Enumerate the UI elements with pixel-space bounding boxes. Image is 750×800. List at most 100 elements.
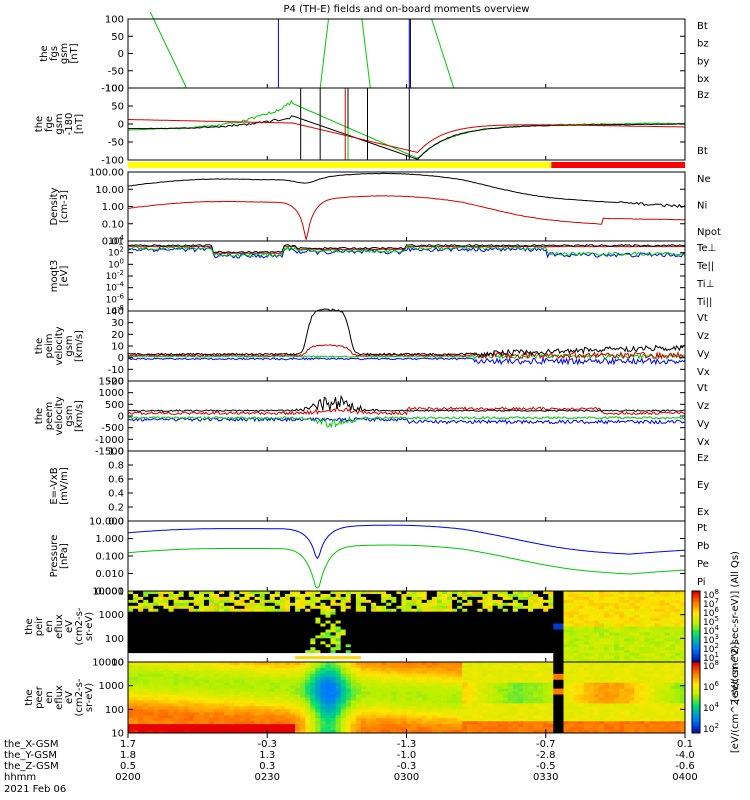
spectrogram-cell: [148, 638, 154, 642]
spectrogram-cell: [204, 727, 210, 731]
colorbar-cell: [692, 609, 700, 613]
spectrogram-cell: [609, 626, 615, 630]
spectrogram-cell: [269, 679, 276, 684]
spectrogram-cell: [259, 718, 266, 722]
spectrogram-cell: [224, 641, 230, 645]
spectrogram-cell: [614, 596, 620, 601]
spectrogram-cell: [497, 721, 504, 725]
spectrogram-cell: [563, 594, 570, 598]
spectrogram-cell: [350, 667, 357, 672]
spectrogram-cell: [447, 641, 453, 645]
spectrogram-cell: [401, 679, 407, 684]
spectrogram-cell: [239, 632, 245, 636]
spectrogram-cell: [249, 691, 256, 696]
spectrogram-cell: [325, 712, 332, 716]
spectrogram-cell: [512, 670, 519, 675]
spectrogram-cell: [568, 659, 575, 663]
spectrogram-cell: [249, 697, 256, 701]
spectrogram-cell: [148, 673, 154, 678]
spectrogram-cell: [436, 662, 443, 666]
spectrogram-cell: [421, 667, 428, 672]
spectrogram-cell: [588, 611, 595, 616]
spectrogram-cell: [583, 602, 590, 607]
spectrogram-cell: [153, 721, 159, 725]
spectrogram-cell: [568, 623, 575, 627]
spectrogram-cell: [229, 721, 235, 725]
spectrogram-cell: [143, 700, 149, 704]
spectrogram-cell: [517, 632, 524, 636]
spectrogram-cell: [153, 688, 159, 693]
spectrogram-cell: [345, 620, 352, 625]
ytick-label: 100: [105, 634, 124, 645]
spectrogram-cell: [381, 691, 387, 696]
spectrogram-cell: [639, 596, 645, 601]
spectrogram-cell: [477, 659, 483, 663]
spectrogram-cell: [264, 599, 271, 604]
spectrogram-cell: [629, 659, 635, 663]
spectrogram-cell: [366, 697, 372, 701]
spectrogram-cell: [274, 679, 281, 684]
spectrogram-cell: [583, 594, 590, 598]
spectrogram-cell: [573, 605, 580, 610]
spectrogram-cell: [462, 614, 468, 619]
spectrogram-cell: [431, 641, 438, 645]
spectrogram-cell: [386, 727, 392, 731]
spectrogram-cell: [604, 605, 610, 610]
spectrogram-cell: [477, 623, 483, 627]
spectrogram-cell: [462, 694, 468, 698]
spectrogram-cell: [492, 685, 499, 690]
spectrogram-cell: [604, 591, 610, 595]
spectrogram-cell: [507, 596, 514, 601]
spectrogram-cell: [679, 659, 686, 663]
spectrogram-cell: [598, 591, 605, 595]
spectrogram-cell: [163, 644, 169, 648]
spectrogram-cell: [497, 715, 504, 719]
spectrogram-cell: [360, 656, 367, 660]
spectrogram-cell: [416, 667, 423, 672]
spectrogram-cell: [290, 709, 296, 713]
spectrogram-cell: [528, 641, 534, 645]
spectrogram-cell: [193, 694, 200, 698]
spectrogram-cell: [538, 608, 544, 613]
spectrogram-cell: [300, 620, 306, 625]
spectrogram-cell: [204, 653, 210, 657]
spectrogram-cell: [229, 620, 235, 625]
spectrogram-cell: [325, 685, 332, 690]
spectrogram-cell: [148, 697, 154, 701]
spectrogram-cell: [183, 691, 190, 696]
spectrogram-cell: [133, 700, 139, 704]
spectrogram-cell: [538, 638, 544, 642]
spectrogram-cell: [406, 629, 413, 633]
spectrogram-cell: [482, 656, 489, 660]
spectrogram-cell: [457, 644, 463, 648]
spectrogram-cell: [219, 602, 225, 607]
spectrogram-cell: [234, 676, 240, 681]
spectrogram-cell: [158, 611, 164, 616]
spectrogram-cell: [254, 650, 261, 654]
spectrogram-cell: [274, 632, 281, 636]
spectrogram-cell: [234, 650, 240, 654]
spectrogram-cell: [305, 718, 311, 722]
spectrogram-cell: [143, 623, 149, 627]
spectrogram-cell: [593, 591, 600, 595]
spectrogram-cell: [198, 670, 205, 675]
spectrogram-cell: [553, 602, 559, 607]
spectrogram-cell: [411, 700, 418, 704]
spectrogram-cell: [482, 721, 489, 725]
spectrogram-cell: [366, 644, 372, 648]
spectrogram-cell: [593, 608, 600, 613]
spectrogram-cell: [649, 599, 656, 604]
spectrogram-cell: [528, 650, 534, 654]
spectrogram-cell: [128, 688, 134, 693]
spectrogram-cell: [583, 596, 590, 601]
spectrogram-cell: [421, 602, 428, 607]
spectrogram-cell: [214, 691, 220, 696]
spectrogram-cell: [523, 724, 529, 728]
spectrogram-cell: [366, 594, 372, 598]
spectrogram-cell: [674, 608, 681, 613]
spectrogram-cell: [654, 596, 661, 601]
spectrogram-cell: [229, 697, 235, 701]
spectrogram-cell: [158, 599, 164, 604]
spectrogram-cell: [183, 656, 190, 660]
spectrogram-cell: [441, 629, 448, 633]
